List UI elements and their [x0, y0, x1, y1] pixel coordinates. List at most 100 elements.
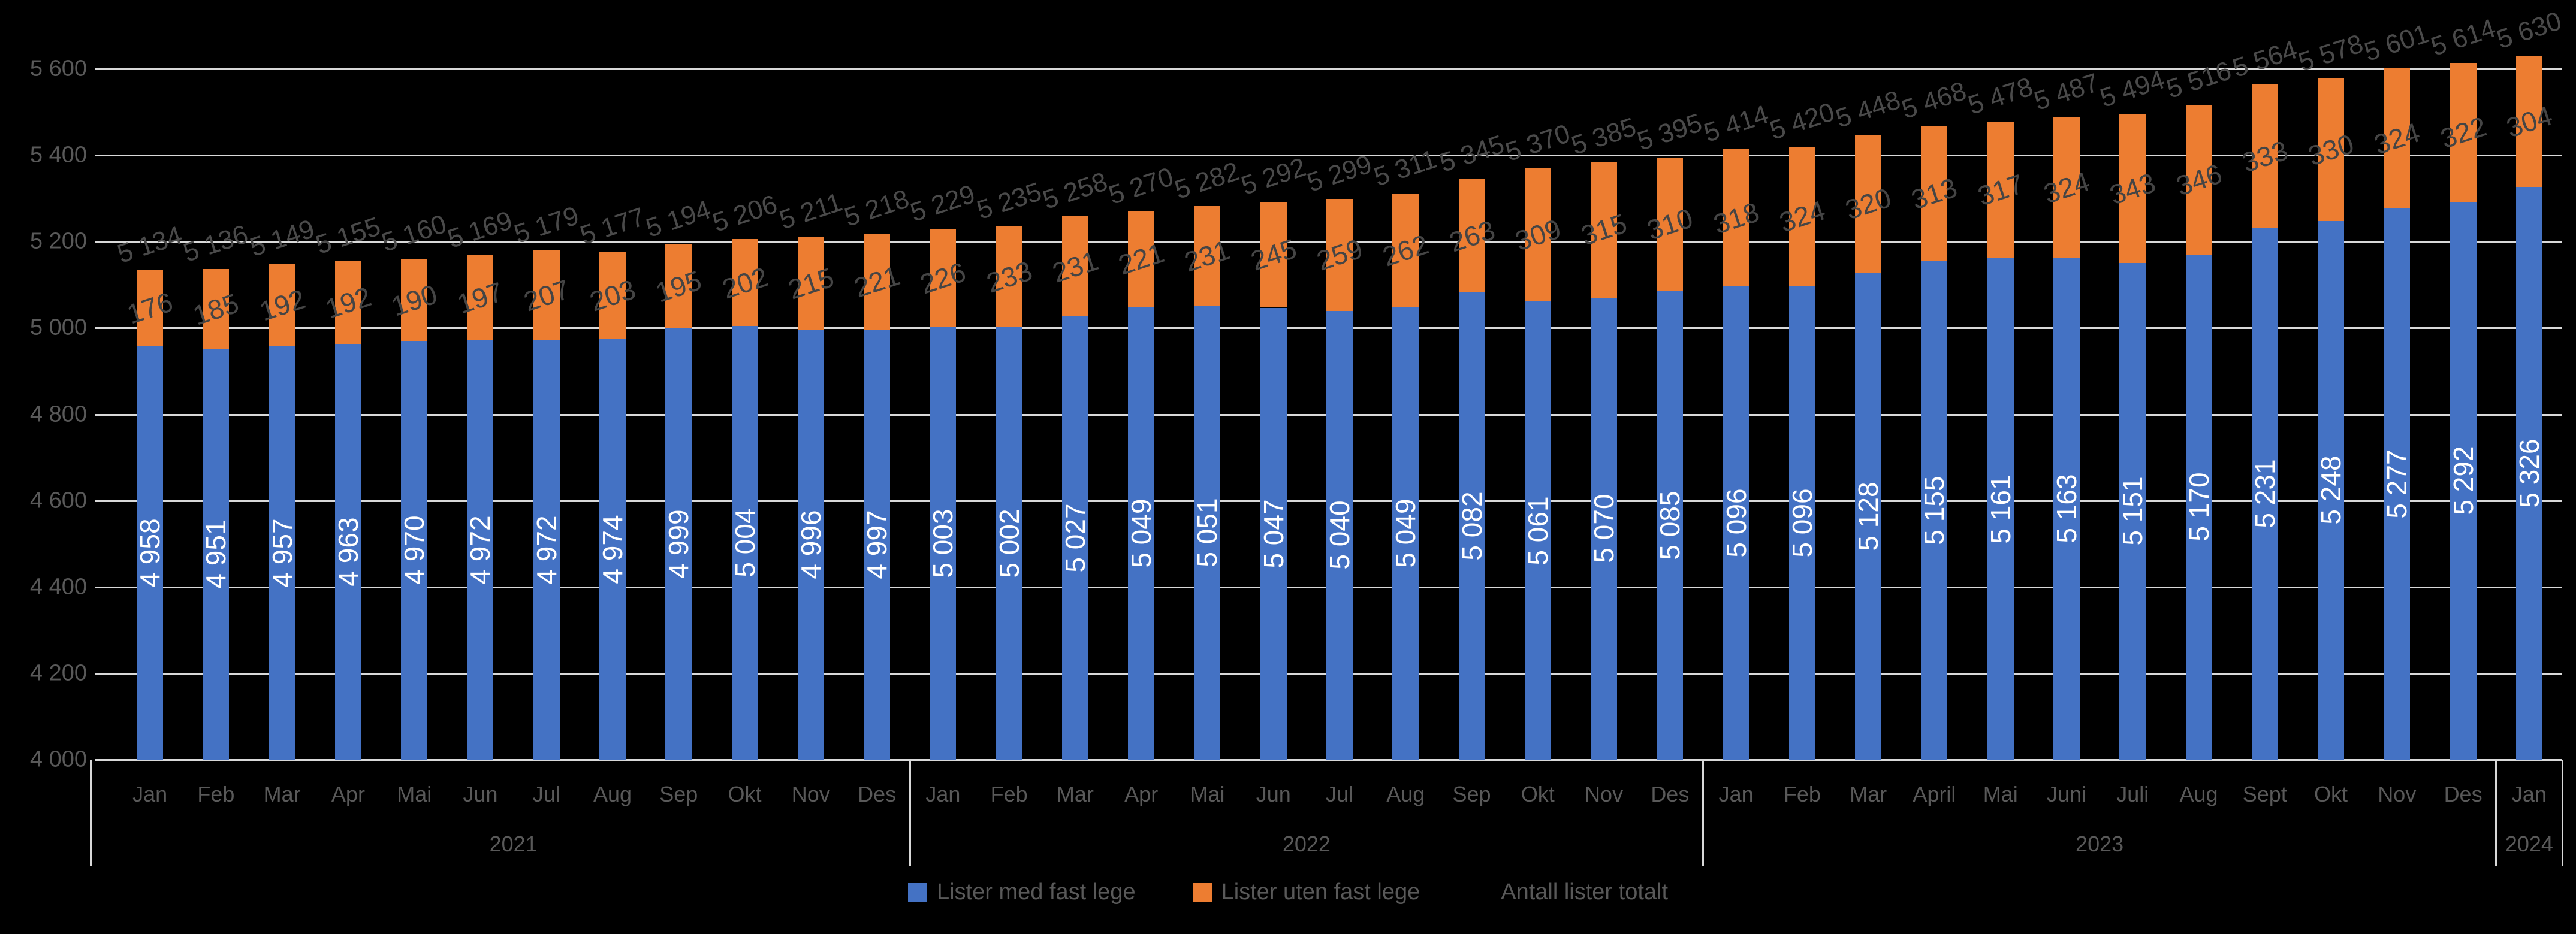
month-label: Aug [593, 782, 632, 806]
lister-uten-fast-lege-bar [1723, 149, 1749, 287]
month-label: Des [2444, 782, 2483, 806]
legend-label: Antall lister totalt [1501, 879, 1669, 905]
blue-bar-value-label: 5 049 [1126, 498, 1157, 568]
month-label: Sept [2242, 782, 2287, 806]
lister-med-fast-lege-bar [2119, 262, 2146, 760]
lister-med-fast-lege-bar [2384, 208, 2411, 760]
lister-uten-fast-lege-bar [1855, 134, 1882, 273]
total-value-label: 5 395 [1634, 107, 1706, 156]
orange-swatch-icon [1192, 882, 1212, 902]
month-label: Feb [197, 782, 235, 806]
orange-bar-value-label: 333 [2238, 134, 2292, 179]
lister-med-fast-lege-bar [2053, 257, 2080, 760]
month-label: Jul [1325, 782, 1353, 806]
blue-bar-value-label: 5 070 [1588, 494, 1620, 564]
lister-med-fast-lege-bar [1260, 307, 1287, 760]
blue-bar-value-label: 5 151 [2117, 476, 2149, 546]
lister-uten-fast-lege-bar [203, 269, 230, 349]
orange-bar-value-label: 322 [2436, 110, 2490, 155]
orange-bar-value-label: 304 [2502, 99, 2556, 144]
total-value-label: 5 516 [2162, 55, 2235, 104]
orange-bar-value-label: 233 [982, 255, 1036, 299]
orange-bar-value-label: 176 [123, 286, 177, 330]
total-value-label: 5 487 [2030, 68, 2103, 117]
orange-bar-value-label: 343 [2106, 167, 2159, 211]
orange-bar-value-label: 310 [1643, 202, 1697, 247]
month-label: Mar [263, 782, 301, 806]
orange-bar-value-label: 221 [850, 259, 904, 304]
total-value-label: 5 478 [1964, 72, 2037, 120]
lister-uten-fast-lege-bar [1061, 216, 1088, 316]
lister-med-fast-lege-bar [137, 346, 164, 760]
lister-uten-fast-lege-bar [137, 270, 164, 346]
blue-bar-value-label: 5 096 [1720, 488, 1752, 558]
blue-bar-value-label: 5 292 [2447, 446, 2479, 516]
blue-bar-value-label: 4 957 [266, 518, 298, 588]
y-axis-tick-label: 5 000 [29, 315, 87, 340]
month-label: Jan [1718, 782, 1754, 806]
blue-bar-value-label: 5 051 [1192, 498, 1223, 567]
y-axis-tick-label: 4 800 [29, 401, 87, 427]
blue-bar-value-label: 5 049 [1390, 498, 1422, 568]
month-label: Jun [463, 782, 498, 806]
month-label: Juli [2116, 782, 2149, 806]
month-label: Aug [2179, 782, 2218, 806]
blue-swatch-icon [907, 882, 927, 902]
total-value-label: 5 134 [114, 220, 186, 269]
legend: Lister med fast lege Lister uten fast le… [0, 879, 2576, 905]
orange-bar-value-label: 231 [1180, 234, 1234, 278]
lister-med-fast-lege-bar [1987, 258, 2014, 760]
month-label: Jan [132, 782, 168, 806]
lister-uten-fast-lege-bar [533, 250, 560, 340]
y-axis-tick-label: 4 600 [29, 488, 87, 513]
total-value-label: 5 448 [1832, 84, 1904, 134]
blue-bar-value-label: 5 161 [1984, 474, 2016, 544]
month-label: Sep [1452, 782, 1491, 806]
lister-uten-fast-lege-bar [1128, 211, 1155, 307]
orange-bar-value-label: 192 [321, 280, 375, 325]
blue-bar-value-label: 5 170 [2183, 472, 2215, 542]
y-axis-tick-label: 4 200 [29, 660, 87, 686]
orange-bar-value-label: 197 [453, 275, 508, 320]
total-value-label: 5 160 [378, 209, 450, 258]
orange-bar-value-label: 315 [1577, 207, 1631, 252]
legend-label: Lister uten fast lege [1221, 879, 1420, 905]
total-value-label: 5 564 [2228, 35, 2301, 83]
lister-uten-fast-lege-bar [1987, 121, 2014, 259]
blue-bar-value-label: 5 096 [1786, 488, 1818, 558]
lister-med-fast-lege-bar [1723, 286, 1749, 760]
total-value-label: 5 211 [776, 188, 846, 235]
lister-med-fast-lege-bar [467, 340, 494, 760]
lister-uten-fast-lege-bar [2185, 105, 2212, 255]
total-value-label: 5 235 [973, 177, 1045, 225]
orange-bar-value-label: 215 [784, 261, 838, 306]
lister-uten-fast-lege-bar [2053, 117, 2080, 258]
blue-bar-value-label: 5 061 [1522, 496, 1554, 566]
month-label: Des [858, 782, 897, 806]
lister-uten-fast-lege-bar [1788, 146, 1815, 287]
blue-bar-value-label: 5 027 [1059, 503, 1091, 573]
blue-bar-value-label: 5 248 [2315, 455, 2347, 525]
orange-bar-value-label: 262 [1379, 228, 1432, 273]
lister-uten-fast-lege-bar [864, 234, 891, 330]
orange-bar-value-label: 207 [520, 273, 574, 318]
blue-bar-value-label: 5 082 [1456, 491, 1488, 561]
lister-med-fast-lege-bar [996, 327, 1022, 760]
lister-uten-fast-lege-bar [1458, 179, 1485, 293]
blue-bar-value-label: 5 231 [2249, 459, 2281, 529]
lister-med-fast-lege-bar [864, 329, 891, 760]
blue-bar-value-label: 4 972 [464, 515, 496, 585]
legend-item-uten-fast-lege: Lister uten fast lege [1192, 879, 1420, 905]
lister-uten-fast-lege-bar [1921, 126, 1948, 261]
lister-uten-fast-lege-bar [334, 261, 361, 344]
total-value-label: 5 258 [1039, 167, 1111, 216]
month-label: April [1913, 782, 1956, 806]
lister-uten-fast-lege-bar [1524, 168, 1551, 302]
lister-med-fast-lege-bar [401, 340, 428, 760]
lister-uten-fast-lege-bar [1260, 201, 1287, 308]
month-label: Sep [659, 782, 698, 806]
lister-med-fast-lege-bar [2515, 187, 2542, 760]
total-value-label: 5 414 [1700, 99, 1772, 148]
total-value-label: 5 494 [2097, 65, 2169, 114]
total-value-label: 5 299 [1303, 149, 1376, 198]
